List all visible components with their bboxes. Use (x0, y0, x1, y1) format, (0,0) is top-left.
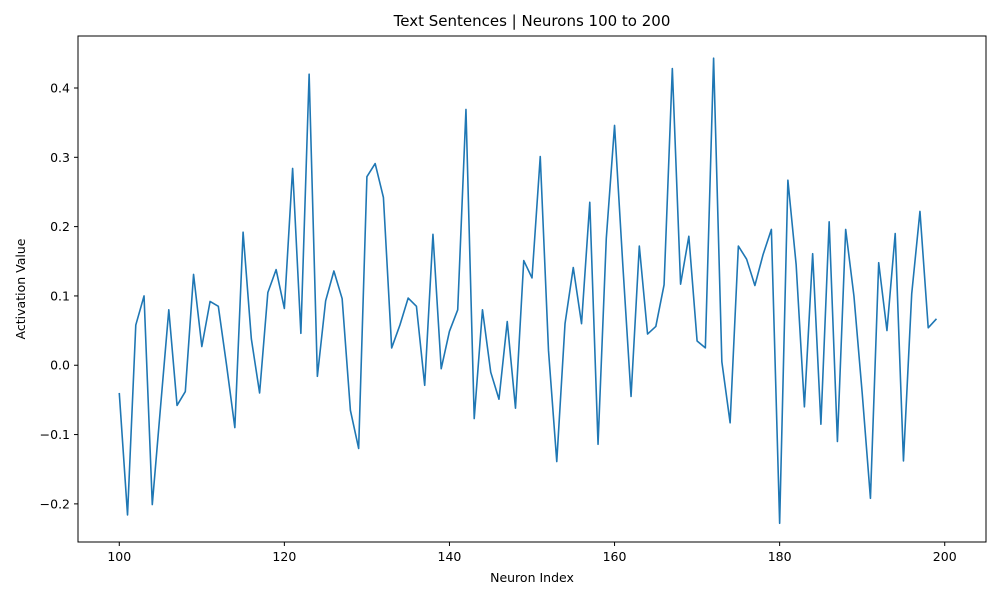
series-line (118, 57, 938, 525)
y-tick-label: 0.0 (50, 358, 70, 373)
tick-layer: 100 120 140 160 180 200 −0.2 −0.1 0.0 0.1 0.2 0.3 0.… (40, 80, 957, 564)
series-layer (118, 57, 938, 525)
y-tick-label: −0.2 (40, 496, 70, 511)
x-tick-label: 180 (768, 549, 792, 564)
x-tick-label: 160 (603, 549, 627, 564)
x-tick-label: 120 (272, 549, 296, 564)
chart-title: Text Sentences | Neurons 100 to 200 (393, 12, 671, 30)
x-tick-label: 200 (933, 549, 957, 564)
y-axis-label: Activation Value (13, 238, 28, 339)
y-tick-label: 0.2 (50, 219, 70, 234)
x-tick-label: 140 (438, 549, 462, 564)
x-axis-label: Neuron Index (490, 570, 574, 585)
y-tick-label: 0.3 (50, 150, 70, 165)
y-tick-label: −0.1 (40, 427, 70, 442)
y-tick-label: 0.1 (50, 288, 70, 303)
y-tick-label: 0.4 (50, 80, 70, 95)
plot-frame (77, 35, 987, 543)
x-tick-label: 100 (107, 549, 131, 564)
